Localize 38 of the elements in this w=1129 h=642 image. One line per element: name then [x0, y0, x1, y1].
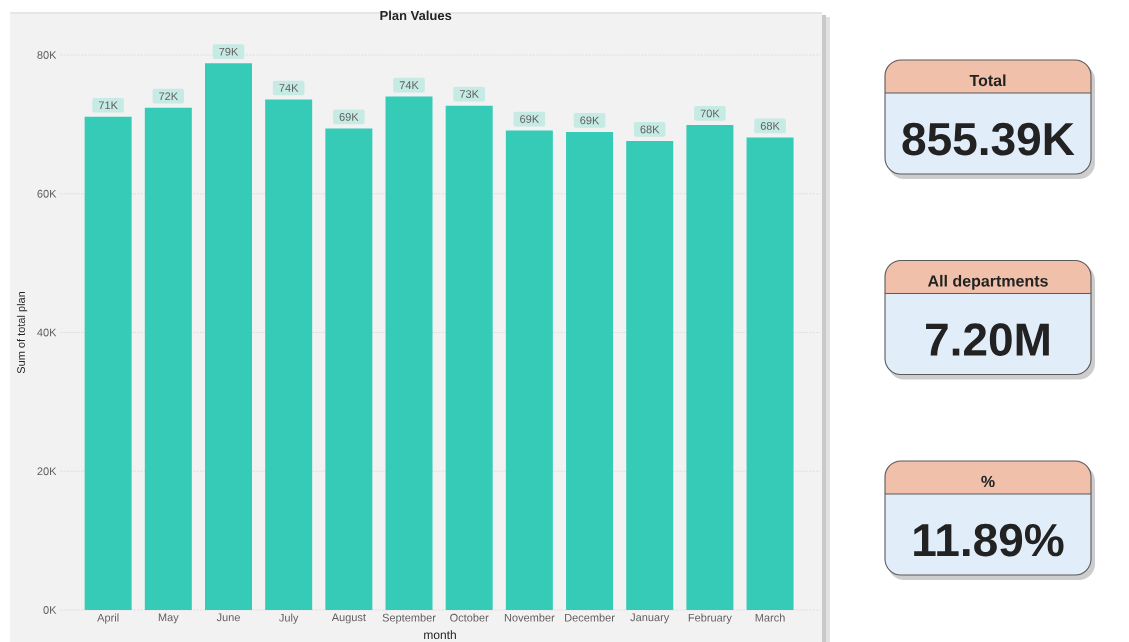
x-tick-label: January	[630, 613, 670, 624]
data-label: 69K	[520, 115, 540, 123]
text: Total	[969, 74, 1006, 87]
data-label: 74K	[399, 81, 419, 89]
text: 855.39K	[902, 122, 1075, 156]
y-tick-label: 40K	[37, 328, 57, 337]
data-label: 69K	[580, 116, 600, 125]
text: 7.20M	[926, 323, 1049, 356]
data-label: 71K	[98, 101, 118, 110]
x-tick-label: December	[565, 613, 615, 622]
text: 11.89%	[914, 523, 1064, 557]
x-tick-label: June	[216, 613, 240, 622]
text: All departments	[927, 274, 1048, 290]
x-tick-label: May	[158, 613, 179, 624]
data-label: 74K	[279, 84, 299, 92]
x-tick-label: February	[688, 613, 732, 624]
y-tick-label: 0K	[43, 606, 57, 614]
x-tick-label: November	[504, 613, 555, 622]
x-tick-label: September	[382, 613, 436, 624]
x-tick-label: October	[450, 613, 489, 622]
x-tick-label: August	[331, 613, 366, 624]
data-label: 70K	[700, 109, 720, 118]
chart-title: Plan Values	[380, 10, 452, 21]
x-tick-label: July	[279, 613, 299, 624]
data-label: 68K	[760, 122, 780, 130]
y-tick-label: 80K	[37, 51, 57, 59]
data-label: 73K	[459, 90, 479, 98]
data-label: 68K	[640, 125, 660, 134]
x-axis-title: month	[424, 630, 456, 640]
x-tick-label: April	[97, 613, 119, 624]
data-label: 79K	[219, 47, 239, 56]
data-label: 72K	[159, 92, 178, 101]
text: %	[981, 475, 995, 488]
y-tick-label: 60K	[37, 189, 57, 198]
y-axis-title: Sum of total plan	[16, 291, 28, 374]
x-tick-label: March	[755, 613, 785, 622]
y-tick-label: 20K	[37, 467, 57, 476]
data-label: 69K	[339, 113, 359, 121]
